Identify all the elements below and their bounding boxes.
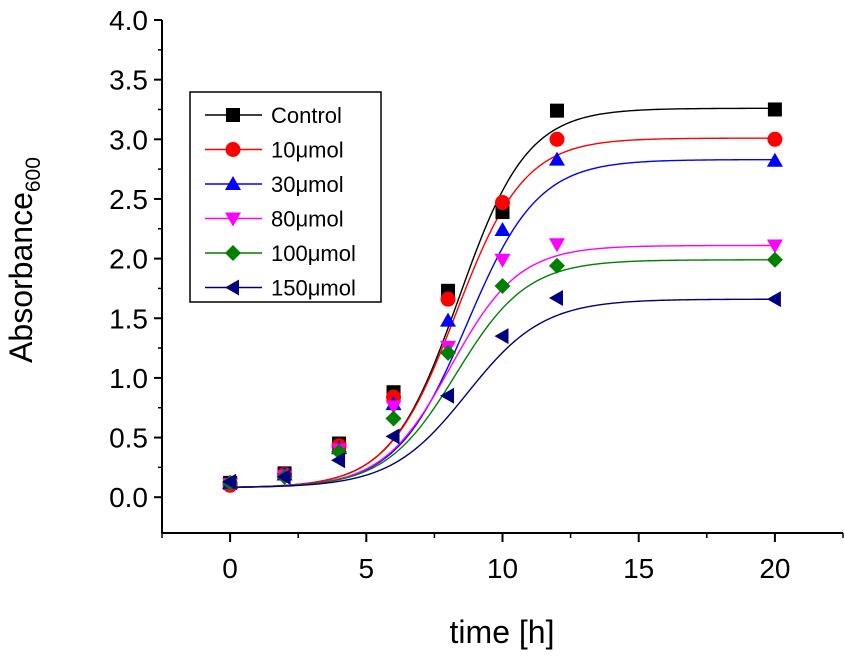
data-point	[222, 473, 237, 490]
data-point	[440, 291, 456, 307]
y-tick-label: 3.5	[109, 65, 148, 96]
data-point	[766, 291, 781, 308]
y-tick-label: 1.5	[109, 303, 148, 334]
y-tick-label: 0.0	[109, 482, 148, 513]
y-tick-label: 3.0	[109, 124, 148, 155]
fit-curves	[230, 107, 775, 488]
data-point	[767, 102, 782, 117]
x-tick-label: 0	[222, 553, 238, 584]
legend-label: 10μmol	[271, 138, 344, 163]
data-points	[222, 102, 783, 493]
data-point	[276, 468, 291, 485]
legend-label: Control	[271, 103, 342, 128]
legend-label: 80μmol	[271, 207, 344, 232]
data-point	[385, 410, 402, 427]
data-point	[549, 131, 565, 147]
fit-curve	[230, 259, 775, 488]
x-tick-label: 5	[359, 553, 375, 584]
legend-box	[189, 91, 382, 303]
x-tick-label: 10	[487, 553, 518, 584]
x-tick-label: 15	[623, 553, 654, 584]
legend-marker	[226, 108, 240, 122]
data-point	[766, 239, 783, 254]
fit-curve	[230, 298, 775, 488]
data-point	[548, 151, 565, 166]
legend-label: 30μmol	[271, 172, 344, 197]
data-point	[548, 257, 565, 274]
legend-marker	[225, 212, 241, 227]
legend-marker	[225, 142, 241, 157]
data-point	[766, 251, 783, 268]
data-point	[494, 328, 509, 345]
data-point	[495, 195, 510, 211]
data-point	[494, 221, 511, 236]
data-point	[767, 131, 783, 147]
data-point	[440, 387, 455, 404]
y-tick-label: 1.0	[109, 363, 148, 394]
x-axis-title: time [h]	[450, 614, 555, 650]
data-point	[494, 278, 511, 295]
data-point	[440, 312, 457, 327]
legend-marker	[225, 176, 241, 190]
data-point	[385, 428, 400, 445]
y-tick-label: 2.0	[109, 244, 148, 275]
data-point	[385, 400, 402, 415]
y-tick-label: 2.5	[109, 184, 148, 215]
legend: Control 10μmol 30μmol 80μmol 100μmol 150μmol	[189, 91, 382, 303]
legend-marker	[225, 245, 241, 261]
legend-marker	[225, 279, 239, 296]
data-point	[766, 152, 783, 167]
legend-label: 150μmol	[271, 276, 356, 301]
data-point	[548, 289, 563, 306]
data-point	[440, 344, 457, 361]
y-tick-label: 4.0	[109, 5, 148, 36]
data-point	[549, 103, 564, 118]
y-axis-title-subscript: 600	[22, 157, 45, 192]
data-point	[331, 452, 346, 469]
y-tick-label: 0.5	[109, 423, 148, 454]
y-axis-title: Absorbance600	[3, 157, 45, 363]
legend-label: 100μmol	[271, 241, 356, 266]
y-axis-title-main: Absorbance	[3, 192, 39, 363]
data-point	[494, 253, 511, 268]
x-tick-label: 20	[759, 553, 790, 584]
axis-ticks: 0.0 0.5 1.0 1.5 2.0 2.5 3.0 3.5 4.0 0 5 10 15 20	[109, 5, 844, 584]
data-point	[548, 238, 565, 253]
